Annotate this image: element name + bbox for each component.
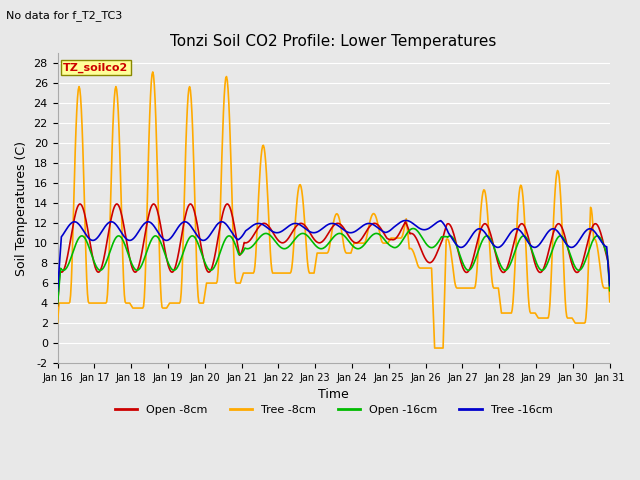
Legend: Open -8cm, Tree -8cm, Open -16cm, Tree -16cm: Open -8cm, Tree -8cm, Open -16cm, Tree -… <box>111 401 557 420</box>
X-axis label: Time: Time <box>318 388 349 401</box>
Y-axis label: Soil Temperatures (C): Soil Temperatures (C) <box>15 141 28 276</box>
Text: TZ_soilco2: TZ_soilco2 <box>63 62 128 72</box>
Title: Tonzi Soil CO2 Profile: Lower Temperatures: Tonzi Soil CO2 Profile: Lower Temperatur… <box>170 34 497 49</box>
Text: No data for f_T2_TC3: No data for f_T2_TC3 <box>6 10 123 21</box>
